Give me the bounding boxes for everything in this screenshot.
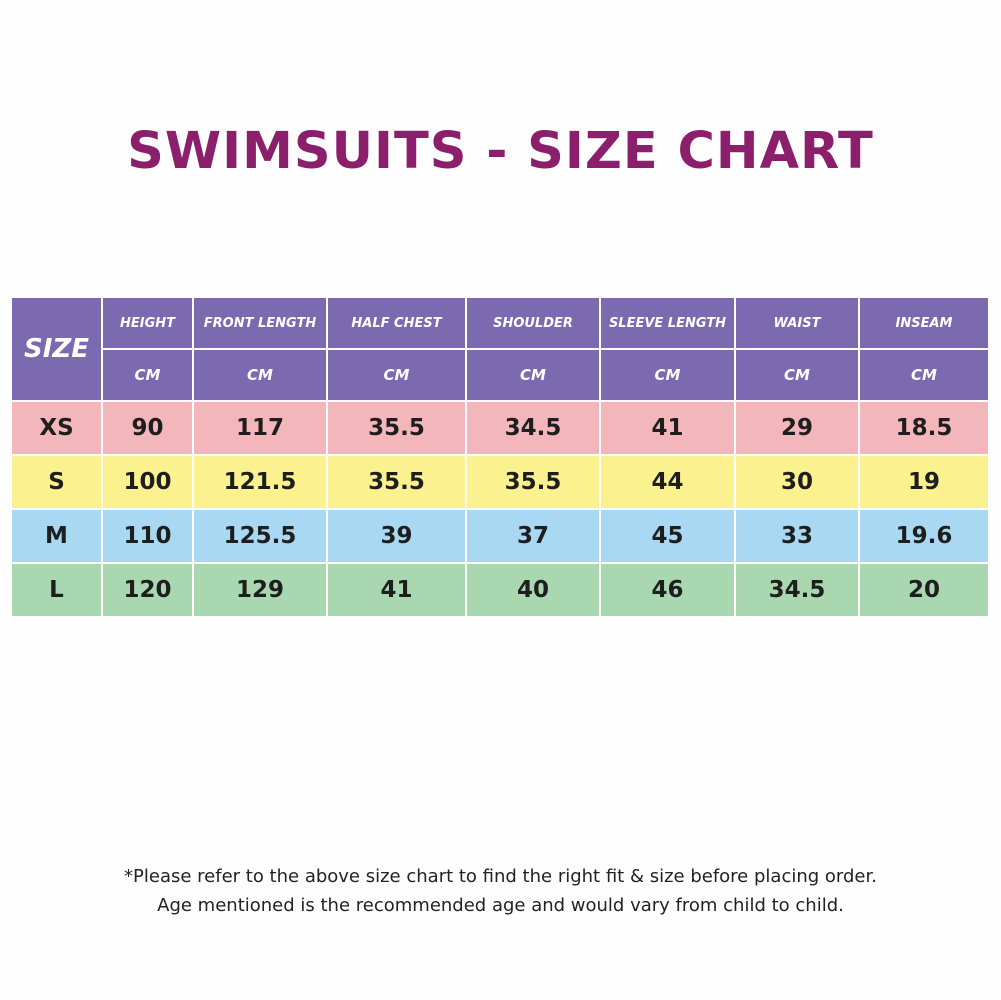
measurement-cell: 19.6	[858, 508, 990, 564]
column-header-half-chest: HALF CHEST	[326, 296, 467, 350]
measurement-cell: 125.5	[192, 508, 328, 564]
column-header-height: HEIGHT	[101, 296, 194, 350]
measurement-cell: 40	[465, 562, 601, 618]
column-header-front-length: FRONT LENGTH	[192, 296, 328, 350]
size-label: XS	[10, 400, 103, 456]
measurement-cell: 35.5	[326, 400, 467, 456]
column-unit: CM	[858, 348, 990, 402]
measurement-cell: 44	[599, 454, 736, 510]
measurement-cell: 35.5	[326, 454, 467, 510]
measurement-cell: 129	[192, 562, 328, 618]
measurement-cell: 110	[101, 508, 194, 564]
column-unit: CM	[101, 348, 194, 402]
column-header-inseam: INSEAM	[858, 296, 990, 350]
measurement-cell: 30	[734, 454, 860, 510]
column-unit: CM	[599, 348, 736, 402]
measurement-cell: 34.5	[465, 400, 601, 456]
measurement-cell: 121.5	[192, 454, 328, 510]
measurement-cell: 120	[101, 562, 194, 618]
measurement-cell: 45	[599, 508, 736, 564]
size-row-m: M 110 125.5 39 37 45 33 19.6	[10, 508, 990, 564]
measurement-cell: 18.5	[858, 400, 990, 456]
page-title: SWIMSUITS - SIZE CHART	[127, 122, 874, 181]
footnote-line-1: *Please refer to the above size chart to…	[124, 866, 877, 887]
column-unit: CM	[734, 348, 860, 402]
footnote-line-2: Age mentioned is the recommended age and…	[157, 895, 844, 916]
size-label: S	[10, 454, 103, 510]
column-unit: CM	[465, 348, 601, 402]
size-chart-table: SIZE HEIGHT FRONT LENGTH HALF CHEST SHOULDE…	[10, 296, 990, 618]
measurement-cell: 20	[858, 562, 990, 618]
column-header-waist: WAIST	[734, 296, 860, 350]
measurement-cell: 41	[599, 400, 736, 456]
size-row-l: L 120 129 41 40 46 34.5 20	[10, 562, 990, 618]
column-header-sleeve-length: SLEEVE LENGTH	[599, 296, 736, 350]
measurement-cell: 117	[192, 400, 328, 456]
measurement-cell: 100	[101, 454, 194, 510]
measurement-cell: 29	[734, 400, 860, 456]
size-label: M	[10, 508, 103, 564]
size-column-header: SIZE	[10, 296, 103, 402]
measurement-cell: 46	[599, 562, 736, 618]
measurement-cell: 34.5	[734, 562, 860, 618]
measurement-cell: 39	[326, 508, 467, 564]
measurement-cell: 41	[326, 562, 467, 618]
measurement-cell: 90	[101, 400, 194, 456]
measurement-cell: 37	[465, 508, 601, 564]
measurement-cell: 33	[734, 508, 860, 564]
size-row-s: S 100 121.5 35.5 35.5 44 30 19	[10, 454, 990, 510]
measurement-cell: 19	[858, 454, 990, 510]
column-unit: CM	[326, 348, 467, 402]
measurement-cell: 35.5	[465, 454, 601, 510]
unit-row: CM CM CM CM CM CM CM	[11, 348, 990, 402]
column-header-shoulder: SHOULDER	[465, 296, 601, 350]
column-unit: CM	[192, 348, 328, 402]
size-label: L	[10, 562, 103, 618]
size-row-xs: XS 90 117 35.5 34.5 41 29 18.5	[10, 400, 990, 456]
header-row: SIZE HEIGHT FRONT LENGTH HALF CHEST SHOULDE…	[10, 296, 990, 402]
